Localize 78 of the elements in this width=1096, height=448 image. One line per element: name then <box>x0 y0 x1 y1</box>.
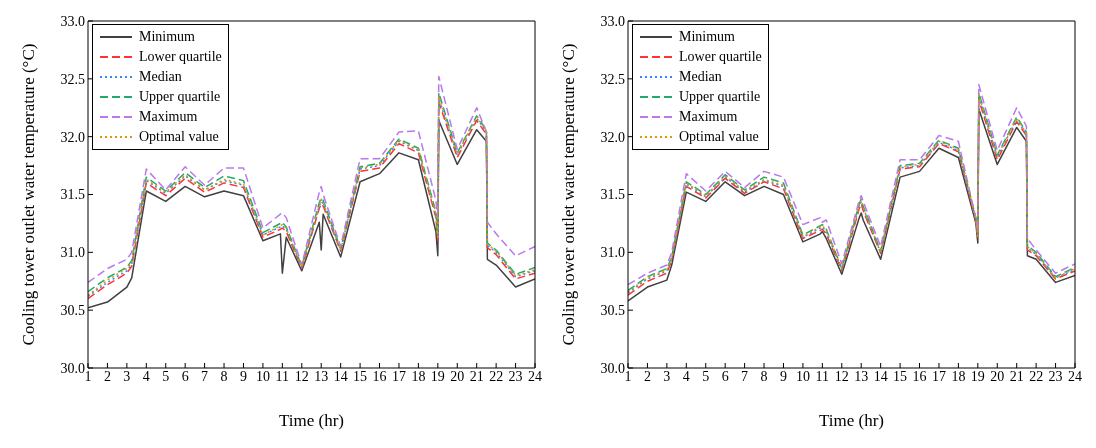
y-tick-label: 31.5 <box>60 187 85 203</box>
x-tick-label: 23 <box>508 368 523 384</box>
x-tick-label: 12 <box>834 368 849 384</box>
x-tick-label: 24 <box>1068 368 1082 384</box>
x-tick-label: 14 <box>873 368 888 384</box>
x-tick-label: 11 <box>275 368 290 384</box>
x-tick-label: 19 <box>970 368 985 384</box>
legend-label: Upper quartile <box>139 89 221 104</box>
x-tick-label: 9 <box>779 368 787 384</box>
x-tick-label: 1 <box>84 368 92 384</box>
x-tick-label: 1 <box>624 368 632 384</box>
x-tick-label: 10 <box>795 368 810 384</box>
x-tick-label: 11 <box>815 368 830 384</box>
x-tick-label: 21 <box>1009 368 1024 384</box>
x-tick-label: 8 <box>760 368 768 384</box>
y-tick-label: 30.5 <box>60 303 85 319</box>
x-tick-label: 20 <box>990 368 1005 384</box>
x-tick-label: 14 <box>333 368 348 384</box>
legend-label: Maximum <box>679 109 738 124</box>
x-tick-label: 22 <box>1029 368 1044 384</box>
legend-label: Median <box>679 69 722 84</box>
x-tick-label: 7 <box>201 368 209 384</box>
x-tick-label: 18 <box>411 368 426 384</box>
x-tick-label: 12 <box>294 368 309 384</box>
x-tick-label: 15 <box>353 368 368 384</box>
x-tick-label: 3 <box>663 368 671 384</box>
y-tick-label: 32.5 <box>60 71 85 87</box>
x-tick-label: 6 <box>181 368 189 384</box>
legend-label: Median <box>139 69 182 84</box>
x-tick-label: 16 <box>372 368 387 384</box>
x-tick-label: 13 <box>854 368 869 384</box>
y-axis-title: Cooling tower outlet water temperature (°C) <box>559 43 579 346</box>
y-tick-label: 30.0 <box>600 360 625 376</box>
x-tick-label: 5 <box>702 368 710 384</box>
legend-label: Optimal value <box>679 129 759 144</box>
legend-label: Lower quartile <box>139 49 222 64</box>
x-tick-label: 24 <box>528 368 542 384</box>
legend-label: Upper quartile <box>679 89 761 104</box>
y-tick-label: 32.5 <box>600 71 625 87</box>
x-tick-label: 7 <box>741 368 749 384</box>
y-tick-label: 33.0 <box>60 13 85 29</box>
y-tick-label: 30.0 <box>60 360 85 376</box>
legend-label: Optimal value <box>139 129 219 144</box>
legend-label: Maximum <box>139 109 198 124</box>
x-tick-label: 4 <box>682 368 690 384</box>
x-axis-title: Time (hr) <box>818 411 885 430</box>
x-tick-label: 23 <box>1048 368 1063 384</box>
x-tick-label: 22 <box>489 368 504 384</box>
y-tick-label: 33.0 <box>600 13 625 29</box>
x-tick-label: 5 <box>162 368 170 384</box>
legend-label: Minimum <box>139 29 196 44</box>
x-tick-label: 13 <box>314 368 329 384</box>
x-tick-label: 9 <box>239 368 247 384</box>
y-axis-title: Cooling tower outlet water temperature (°C) <box>19 43 39 346</box>
x-tick-label: 16 <box>912 368 927 384</box>
legend-label: Minimum <box>679 29 736 44</box>
x-axis-title: Time (hr) <box>278 411 345 430</box>
x-tick-label: 19 <box>430 368 445 384</box>
x-tick-label: 6 <box>721 368 729 384</box>
y-tick-label: 31.0 <box>600 245 625 261</box>
y-tick-label: 30.5 <box>600 303 625 319</box>
x-tick-label: 18 <box>951 368 966 384</box>
x-tick-label: 4 <box>142 368 150 384</box>
y-tick-label: 31.0 <box>60 245 85 261</box>
x-tick-label: 2 <box>643 368 651 384</box>
y-tick-label: 32.0 <box>60 129 85 145</box>
x-tick-label: 20 <box>450 368 465 384</box>
x-tick-label: 15 <box>893 368 908 384</box>
x-tick-label: 10 <box>255 368 270 384</box>
x-tick-label: 2 <box>103 368 111 384</box>
x-tick-label: 8 <box>220 368 228 384</box>
x-tick-label: 21 <box>469 368 484 384</box>
y-tick-label: 32.0 <box>600 129 625 145</box>
x-tick-label: 17 <box>931 368 946 384</box>
legend-label: Lower quartile <box>679 49 762 64</box>
y-tick-label: 31.5 <box>600 187 625 203</box>
x-tick-label: 3 <box>123 368 131 384</box>
x-tick-label: 17 <box>391 368 406 384</box>
